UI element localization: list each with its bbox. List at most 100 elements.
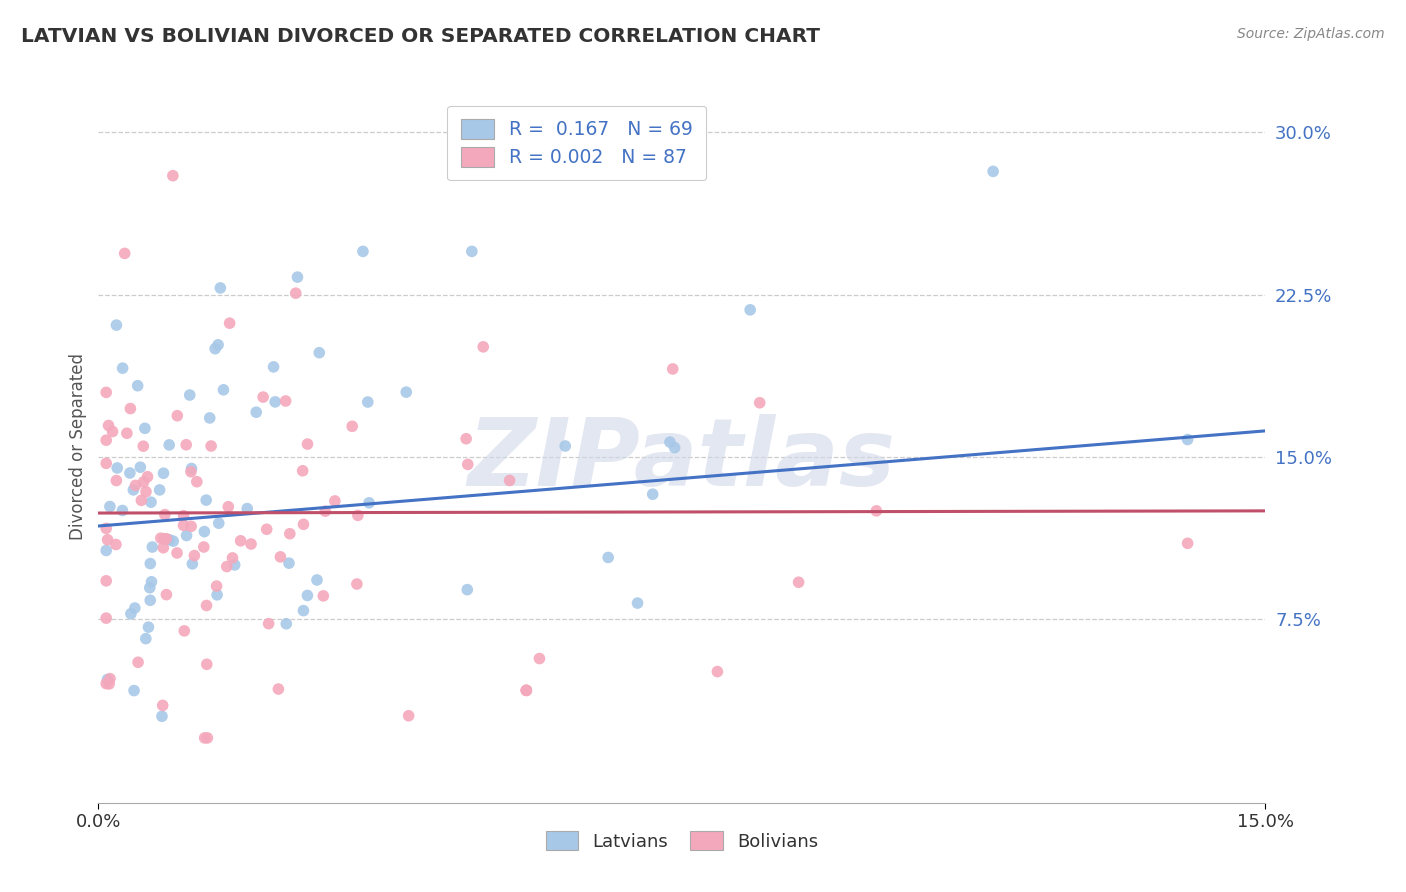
Point: [346, 577, 368, 591]
Point: [97, 418, 120, 433]
Point: [98, 677, 121, 691]
Point: [515, 683, 537, 698]
Point: [472, 340, 495, 354]
Point: [124, 601, 146, 615]
Point: [224, 558, 246, 572]
Legend: Latvians, Bolivians: Latvians, Bolivians: [538, 824, 825, 858]
Point: [314, 504, 336, 518]
Point: [105, 318, 128, 332]
Point: [98, 500, 121, 514]
Point: [96, 385, 118, 400]
Point: [135, 632, 157, 646]
Point: [257, 616, 280, 631]
Point: [131, 493, 153, 508]
Point: [398, 708, 420, 723]
Point: [134, 421, 156, 435]
Point: [207, 338, 229, 352]
Point: [218, 316, 240, 330]
Point: [157, 533, 180, 547]
Point: [236, 501, 259, 516]
Point: [287, 270, 309, 285]
Point: [183, 549, 205, 563]
Point: [114, 246, 136, 260]
Point: [308, 345, 330, 359]
Text: LATVIAN VS BOLIVIAN DIVORCED OR SEPARATED CORRELATION CHART: LATVIAN VS BOLIVIAN DIVORCED OR SEPARATE…: [21, 27, 820, 45]
Point: [132, 475, 155, 489]
Point: [172, 518, 194, 533]
Point: [787, 575, 810, 590]
Point: [359, 496, 381, 510]
Point: [180, 461, 202, 475]
Point: [323, 494, 346, 508]
Point: [297, 589, 319, 603]
Point: [278, 526, 301, 541]
Point: [180, 519, 202, 533]
Point: [96, 433, 118, 447]
Point: [96, 543, 118, 558]
Point: [208, 516, 231, 531]
Point: [111, 361, 134, 376]
Point: [292, 604, 315, 618]
Point: [284, 286, 307, 301]
Point: [139, 495, 162, 509]
Point: [664, 441, 686, 455]
Point: [456, 582, 478, 597]
Point: [292, 517, 315, 532]
Point: [195, 493, 218, 508]
Point: [252, 390, 274, 404]
Point: [124, 478, 146, 492]
Point: [139, 581, 162, 595]
Point: [748, 396, 770, 410]
Point: [529, 651, 551, 665]
Point: [162, 534, 184, 549]
Point: [153, 532, 176, 546]
Point: [193, 524, 215, 539]
Point: [865, 504, 887, 518]
Point: [96, 611, 118, 625]
Point: [105, 474, 128, 488]
Point: [120, 401, 142, 416]
Point: [138, 620, 160, 634]
Point: [96, 676, 118, 690]
Point: [193, 540, 215, 554]
Point: [706, 665, 728, 679]
Point: [274, 394, 297, 409]
Point: [135, 484, 157, 499]
Point: [181, 557, 204, 571]
Point: [515, 683, 537, 698]
Point: [395, 385, 418, 400]
Point: [149, 531, 172, 545]
Point: [96, 574, 118, 588]
Point: [297, 437, 319, 451]
Point: [981, 164, 1004, 178]
Point: [122, 483, 145, 497]
Point: [152, 698, 174, 713]
Text: ZIPatlas: ZIPatlas: [468, 414, 896, 507]
Point: [457, 458, 479, 472]
Point: [179, 388, 201, 402]
Point: [152, 541, 174, 555]
Point: [186, 475, 208, 489]
Point: [105, 461, 128, 475]
Point: [215, 559, 238, 574]
Point: [276, 616, 298, 631]
Point: [740, 302, 762, 317]
Point: [661, 362, 683, 376]
Point: [357, 395, 380, 409]
Point: [554, 439, 576, 453]
Point: [98, 672, 121, 686]
Point: [205, 579, 228, 593]
Point: [153, 508, 176, 522]
Point: [278, 556, 301, 570]
Point: [157, 438, 180, 452]
Point: [132, 439, 155, 453]
Point: [626, 596, 648, 610]
Point: [1177, 433, 1199, 447]
Point: [229, 533, 252, 548]
Point: [194, 731, 217, 745]
Point: [141, 540, 163, 554]
Point: [195, 599, 218, 613]
Point: [659, 435, 682, 450]
Point: [155, 532, 177, 546]
Point: [461, 244, 484, 259]
